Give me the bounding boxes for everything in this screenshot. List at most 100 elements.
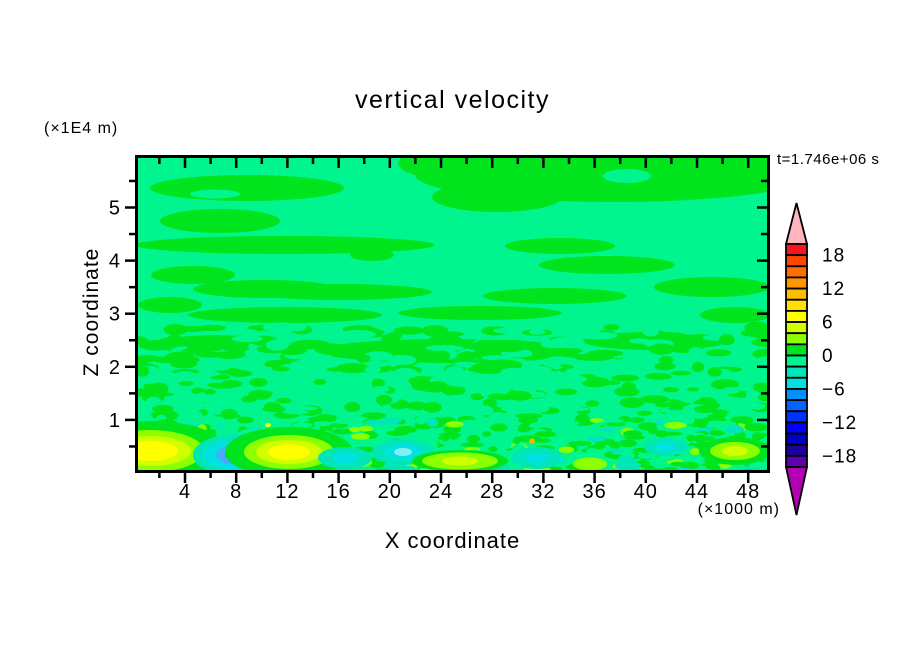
turbulence-speck [693,405,717,414]
turbulence-speck [433,350,451,362]
turbulence-speck [271,366,290,372]
contour-band [505,238,615,254]
turbulence-speck [664,422,687,429]
turbulence-speck [262,322,299,333]
contour-band [188,307,382,323]
turbulence-speck [467,366,490,373]
turbulence-speck [739,407,751,414]
turbulence-speck [555,388,578,396]
turbulence-speck [221,328,260,335]
turbulence-speck [415,415,427,425]
turbulence-speck [178,410,203,420]
turbulence-speck [399,408,411,415]
turbulence-speck [622,430,643,438]
turbulence-speck [637,452,656,459]
field-group [135,155,770,473]
turbulence-speck [585,448,599,456]
x-tick-label: 36 [582,481,606,503]
turbulence-speck [466,434,481,444]
x-tick-label: 28 [480,481,504,503]
turbulence-speck [411,380,434,391]
turbulence-speck [310,384,322,389]
contour-band [135,236,435,254]
turbulence-speck [490,423,508,432]
turbulence-speck [694,434,707,444]
contour-band [138,297,202,313]
turbulence-speck [551,364,562,370]
turbulence-speck [137,408,148,416]
x-tick-label: 44 [685,481,709,503]
turbulence-speck [691,361,705,373]
turbulence-speck [178,381,194,386]
turbulence-speck [316,415,326,423]
turbulence-speck [163,323,188,336]
turbulence-speck [605,421,626,427]
turbulence-speck [718,334,735,346]
turbulence-speck [326,367,343,372]
turbulence-speck [146,385,160,395]
turbulence-speck [481,355,512,361]
y-tick-label: 3 [109,304,121,326]
colorbar: 18 12 6 0 −6 −12 −18 [784,202,856,516]
turbulence-speck [665,409,684,419]
turbulence-speck [165,334,184,347]
turbulence-speck [184,395,204,402]
turbulence-speck [324,373,347,378]
turbulence-speck [421,325,449,337]
turbulence-speck [425,345,464,352]
contour-band [432,182,562,212]
y-tick-label: 1 [109,410,121,432]
turbulence-speck [313,378,326,385]
colorbar-segment [785,443,808,457]
turbulence-speck [364,365,381,374]
colorbar-segment [785,454,808,468]
turbulence-speck [351,433,371,440]
turbulence-speck [611,374,640,382]
turbulence-speck [587,349,624,357]
colorbar-segment [785,365,808,379]
turbulence-speck [689,448,701,456]
turbulence-speck [265,359,292,365]
turbulence-speck [721,356,736,365]
turbulence-speck [686,387,700,392]
x-axis-unit-label: (×1000 m) [697,501,780,518]
x-axis-label: X coordinate [384,528,521,553]
turbulence-speck [526,365,552,375]
convective-core [525,453,549,463]
turbulence-speck [707,367,722,377]
turbulence-speck [174,371,197,380]
turbulence-speck [186,343,225,352]
turbulence-speck [491,341,527,353]
turbulence-speck [358,426,374,432]
plot-border [135,155,770,473]
turbulence-speck [527,405,550,413]
turbulence-speck [418,390,435,398]
convective-core [332,452,358,464]
turbulence-speck [135,354,162,362]
colorbar-segment [785,310,808,323]
turbulence-speck [205,399,235,408]
colorbar-segment [785,265,808,279]
turbulence-speck [756,330,770,342]
colorbar-segment [785,254,808,268]
turbulence-speck [561,433,579,443]
turbulence-speck [356,354,371,363]
turbulence-speck [227,370,253,377]
x-tick-label: 40 [634,481,658,503]
colorbar-tick-label: −6 [822,379,846,400]
y-axis-label: Z coordinate [80,247,103,377]
turbulence-speck [517,427,529,433]
y-tick-label: 5 [109,198,121,220]
turbulence-speck [658,356,674,364]
turbulence-speck [578,331,618,340]
turbulence-speck [135,366,150,371]
turbulence-speck [725,425,745,434]
colorbar-segment [785,421,808,435]
turbulence-speck [441,401,463,409]
turbulence-speck [528,372,546,381]
turbulence-speck [619,366,646,373]
turbulence-speck [558,446,575,454]
turbulence-speck [445,366,465,376]
colorbar-tick-label: 12 [822,279,845,300]
turbulence-speck [752,382,770,393]
